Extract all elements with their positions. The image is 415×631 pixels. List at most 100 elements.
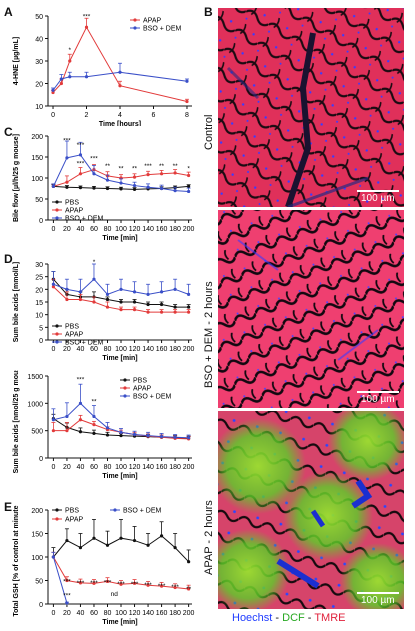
data-point <box>92 431 96 435</box>
legend-sep-1: - <box>272 612 283 624</box>
x-tick-label: 140 <box>142 610 154 617</box>
micrograph-bso-dem <box>218 210 404 408</box>
chart-a: 10 20 30 40 50 0 2 4 6 8 Time [hours] 4-HNE [µg/mL]… <box>13 13 192 126</box>
data-point <box>173 287 177 291</box>
data-point <box>159 172 164 176</box>
x-tick-label: 20 <box>63 610 71 617</box>
x-tick-label: 0 <box>51 464 55 471</box>
x-tick-label: 180 <box>169 346 181 353</box>
data-point <box>187 292 191 296</box>
data-point <box>119 287 123 291</box>
legend-marker <box>55 508 59 512</box>
legend-label: APAP <box>143 18 161 25</box>
significance-label: *** <box>63 592 71 599</box>
legend-label: BSO + DEM <box>143 26 181 33</box>
x-tick-label: 120 <box>129 464 141 471</box>
data-point <box>173 435 177 439</box>
chart-d1: 0 5 10 15 20 25 30 0 20 40 60 80 100 120 140 160 180 200 T… <box>13 259 195 362</box>
y-tick-label: 0 <box>39 456 43 463</box>
y-tick-label: 0 <box>39 338 43 345</box>
data-point <box>92 300 96 304</box>
data-point <box>173 189 177 193</box>
data-point <box>146 310 150 314</box>
y-tick-label: 1500 <box>27 374 43 381</box>
data-point <box>105 178 110 182</box>
data-point <box>118 70 122 74</box>
y-tick-label: 30 <box>35 262 43 269</box>
legend-marker <box>123 386 127 390</box>
x-tick-label: 180 <box>169 464 181 471</box>
y-tick-label: 20 <box>35 82 43 89</box>
label-bso-dem: BSO + DEM - 2 hours <box>203 281 215 388</box>
data-point <box>84 75 89 79</box>
y-tick-label: 50 <box>35 197 43 204</box>
x-tick-label: 0 <box>51 610 55 617</box>
data-point <box>187 310 191 314</box>
legend-label: APAP <box>65 517 83 524</box>
data-point <box>132 300 137 304</box>
data-point <box>132 581 137 585</box>
legend-label: APAP <box>65 332 83 339</box>
legend-label: PBS <box>65 324 79 331</box>
significance-label: *** <box>63 578 71 585</box>
legend-label: BSO + DEM <box>65 216 103 223</box>
label-control: Control <box>203 114 215 150</box>
significance-label: *** <box>104 579 112 586</box>
data-point <box>65 414 69 419</box>
data-point <box>92 277 96 281</box>
x-tick-label: 2 <box>85 112 89 119</box>
data-point <box>187 560 191 564</box>
legend-marker <box>123 394 127 398</box>
data-point <box>84 25 89 29</box>
micrograph-control <box>218 8 404 207</box>
legend-marker <box>55 200 59 204</box>
data-point <box>132 187 137 191</box>
legend-label: PBS <box>133 378 147 385</box>
y-axis-label: 4-HNE [µg/mL] <box>13 37 20 85</box>
data-point <box>78 290 83 294</box>
data-point <box>159 584 164 588</box>
x-tick-label: 120 <box>129 610 141 617</box>
data-point <box>59 77 63 81</box>
data-point <box>105 426 110 430</box>
significance-label: *** <box>117 581 125 588</box>
significance-label: ** <box>118 165 124 172</box>
data-point <box>119 430 123 434</box>
data-point <box>173 546 177 550</box>
data-point <box>65 429 69 433</box>
x-tick-label: 160 <box>156 610 168 617</box>
x-tick-label: 180 <box>169 610 181 617</box>
x-tick-label: 120 <box>129 346 141 353</box>
label-apap: APAP - 2 hours <box>203 500 215 575</box>
data-point <box>187 173 191 178</box>
panel-letter-d: D <box>4 252 13 266</box>
data-point <box>105 433 110 437</box>
data-point <box>119 300 123 304</box>
y-tick-label: 20 <box>35 287 43 294</box>
data-point <box>146 433 150 438</box>
data-point <box>65 156 69 160</box>
x-tick-label: 80 <box>104 346 112 353</box>
x-tick-label: 160 <box>156 346 168 353</box>
significance-label: *** <box>63 137 71 144</box>
legend-label: BSO + DEM <box>65 340 103 347</box>
y-tick-label: 5 <box>39 325 43 332</box>
data-point <box>173 171 177 175</box>
scale-bar-2 <box>357 391 399 393</box>
data-point <box>118 84 122 88</box>
significance-label: *** <box>171 584 179 591</box>
legend-marker <box>55 340 59 344</box>
x-tick-label: 40 <box>77 226 85 233</box>
x-tick-label: 8 <box>185 112 189 119</box>
x-tick-label: 160 <box>156 226 168 233</box>
y-axis-label: Total GSH [% of control at minute 0] <box>13 504 20 617</box>
data-point <box>119 582 123 586</box>
data-point <box>146 173 150 177</box>
data-point <box>105 543 110 547</box>
y-tick-label: 10 <box>35 313 43 320</box>
x-tick-label: 140 <box>142 346 154 353</box>
x-tick-label: 140 <box>142 464 154 471</box>
scale-text-3: 100 µm <box>361 595 395 606</box>
data-point <box>51 90 55 95</box>
data-point <box>173 310 177 314</box>
